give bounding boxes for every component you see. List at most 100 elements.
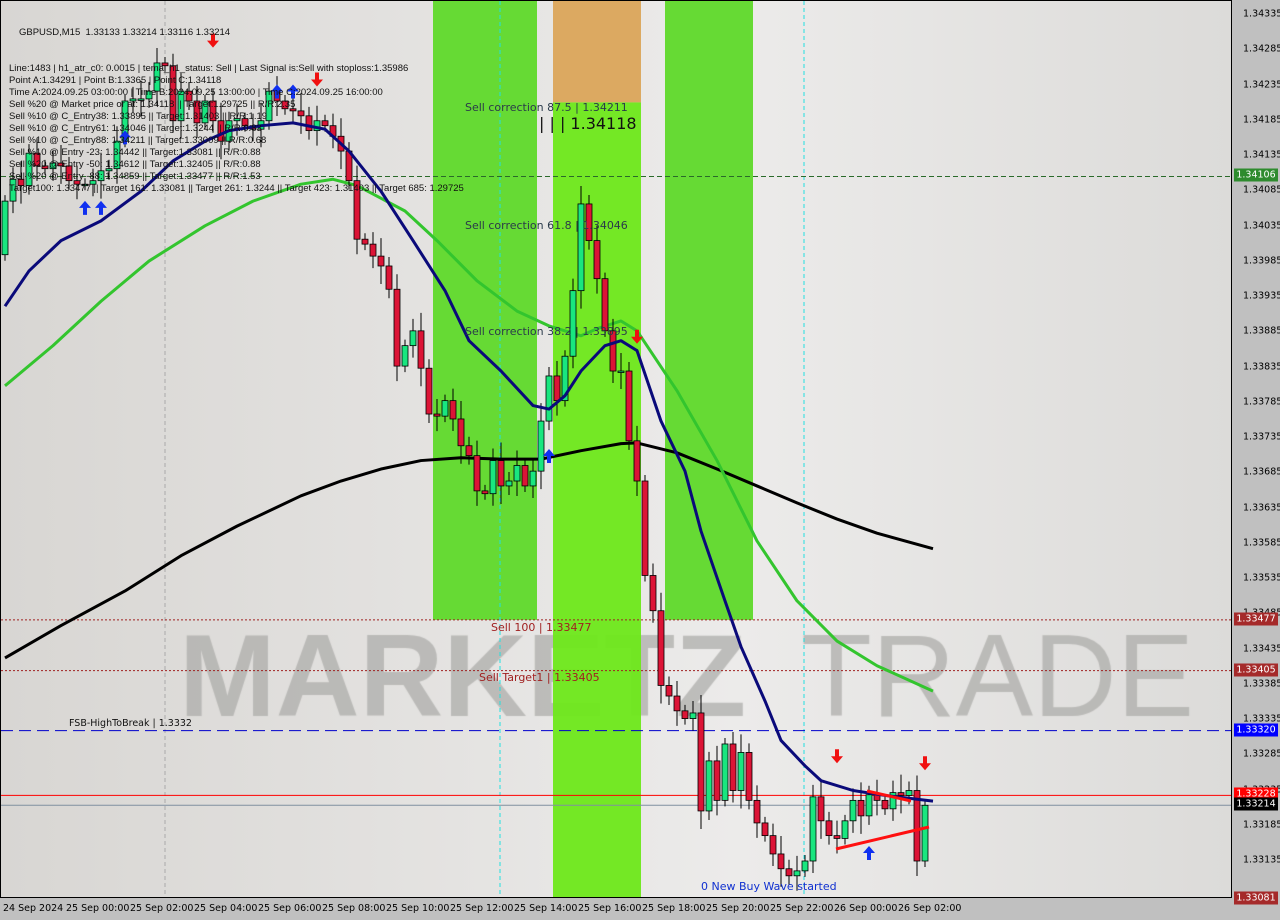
price-chart [1, 1, 1231, 897]
price-tick-label: 1.34235 [1243, 79, 1280, 90]
time-tick-label: 25 Sep 14:00 [514, 903, 578, 914]
price-tag: 1.33477 [1234, 612, 1278, 626]
price-tick-label: 1.33635 [1243, 502, 1280, 513]
fsb-high-to-break-label: FSB-HighToBreak | 1.3332 [69, 718, 192, 729]
bull-candle [905, 790, 913, 796]
bear-candle [289, 108, 297, 112]
bull-candle [689, 712, 697, 719]
price-tick-label: 1.33585 [1243, 537, 1280, 549]
sell-target1-label: Sell Target1 | 1.33405 [479, 671, 600, 684]
bull-candle [401, 345, 409, 367]
price-tick-label: 1.33735 [1243, 431, 1280, 443]
bull-candle [921, 804, 929, 862]
buy-arrow-icon [95, 200, 107, 215]
bear-candle [481, 490, 489, 495]
bear-candle [777, 853, 785, 870]
bear-candle [281, 100, 289, 110]
bear-candle [65, 165, 73, 182]
bear-candle [785, 868, 793, 877]
info-line: Sell %20 @ Market price or at: 1.34118 |… [9, 99, 296, 110]
price-tick-label: 1.33335 [1243, 713, 1280, 725]
time-tick-label: 25 Sep 10:00 [386, 903, 450, 914]
bear-candle [33, 152, 41, 167]
bear-candle [473, 455, 481, 492]
bear-candle [57, 162, 65, 167]
bull-candle [153, 62, 161, 92]
price-tick-label: 1.34085 [1243, 184, 1280, 196]
time-tick-label: 25 Sep 22:00 [770, 903, 834, 914]
bull-candle [265, 90, 273, 122]
bear-candle [681, 710, 689, 719]
bull-candle [793, 870, 801, 877]
bull-candle [737, 752, 745, 791]
info-line: Target100: 1.33477 || Target 161: 1.3308… [9, 183, 464, 194]
bull-candle [145, 90, 153, 100]
bull-candle [25, 152, 33, 187]
sell-correction-382-label: Sell correction 38.2 | 1.33895 [465, 325, 628, 338]
info-line: Sell %20 @ Entry -50: 1.34612 || Target:… [9, 159, 261, 170]
bull-candle [841, 820, 849, 839]
bear-candle [753, 799, 761, 824]
info-line: Point A:1.34291 | Point B:1.3365 | Point… [9, 75, 222, 86]
price-tick-label: 1.33185 [1243, 819, 1280, 831]
bull-candle [513, 465, 521, 482]
chart-area[interactable]: GBPUSD,M15 1.33133 1.33214 1.33116 1.332… [0, 0, 1232, 898]
bull-candle [545, 375, 553, 422]
bull-candle [809, 796, 817, 862]
buy-arrow-icon [271, 84, 283, 99]
bear-candle [825, 820, 833, 837]
bull-candle [137, 98, 145, 101]
bear-candle [361, 238, 369, 245]
triangle-pattern-line [835, 825, 930, 851]
bear-candle [521, 465, 529, 487]
bull-candle [81, 183, 89, 187]
bear-candle [745, 752, 753, 801]
bear-candle [425, 367, 433, 415]
info-line: Sell %10 @ Entry -23: 1.34442 || Target:… [9, 147, 261, 158]
bull-candle [1, 200, 9, 256]
info-line: Sell %20 @ Entry -88: 1.34859 || Target:… [9, 171, 261, 182]
bear-candle [593, 240, 601, 280]
time-axis[interactable]: 24 Sep 2024 25 Sep 00:00 25 Sep 02:00 25 Se… [0, 898, 1232, 920]
bull-candle [569, 290, 577, 357]
price-axis[interactable]: 1.34335 1.34285 1.34235 1.34185 1.34135 1.340… [1232, 0, 1280, 905]
bear-candle [625, 370, 633, 442]
time-tick-label: 25 Sep 08:00 [322, 903, 386, 914]
bear-candle [465, 445, 473, 457]
bear-candle [641, 480, 649, 576]
price-tag: 1.33405 [1234, 663, 1278, 677]
buy-arrow-icon [863, 845, 875, 860]
time-tick-label: 24 Sep 2024 [3, 903, 64, 914]
price-tick-label: 1.33285 [1243, 748, 1280, 760]
price-tick-label: 1.33385 [1243, 678, 1280, 690]
bear-candle [169, 65, 177, 122]
price-tick-label: 1.34135 [1243, 149, 1280, 161]
sell-correction-618-label: Sell correction 61.8 | 1.34046 [465, 219, 628, 232]
bear-candle [601, 278, 609, 332]
bull-candle [9, 178, 17, 202]
bear-candle [369, 243, 377, 257]
bear-candle [73, 180, 81, 185]
bear-candle [713, 760, 721, 801]
price-tick-label: 1.33435 [1243, 643, 1280, 654]
bull-candle [489, 460, 497, 495]
time-tick-label: 25 Sep 20:00 [706, 903, 770, 914]
time-tick-label: 25 Sep 00:00 [66, 903, 130, 914]
price-tick-label: 1.34285 [1243, 43, 1280, 55]
sell-100-label: Sell 100 | 1.33477 [491, 621, 592, 634]
price-tick-label: 1.33885 [1243, 325, 1280, 337]
bear-candle [385, 265, 393, 290]
bull-candle [89, 180, 97, 185]
price-tick-label: 1.34185 [1243, 114, 1280, 126]
bear-candle [817, 796, 825, 822]
time-tick-label: 25 Sep 12:00 [450, 903, 514, 914]
info-line: Time A:2024.09.25 03:00:00 | Time B:2024… [9, 87, 383, 98]
price-tick-label: 1.33785 [1243, 396, 1280, 408]
bear-candle [17, 178, 25, 187]
bear-candle [393, 288, 401, 367]
signal-zone [433, 1, 537, 620]
bull-candle [561, 355, 569, 402]
bear-candle [553, 375, 561, 402]
bull-candle [617, 370, 625, 373]
bull-candle [721, 743, 729, 801]
